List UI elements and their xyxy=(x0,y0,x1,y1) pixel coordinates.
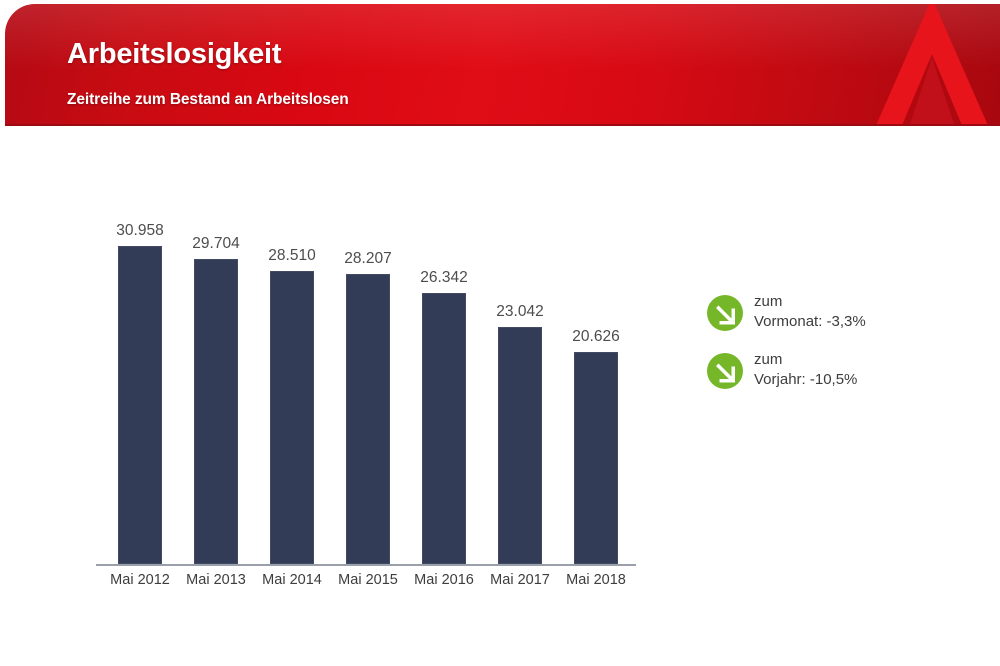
indicator-vormonat: zum Vormonat: -3,3% xyxy=(706,292,986,350)
bar-value-label: 30.958 xyxy=(116,222,164,239)
header-banner: Arbeitslosigkeit Zeitreihe zum Bestand a… xyxy=(5,4,1000,126)
indicator-vormonat-line2: Vormonat: -3,3% xyxy=(754,313,866,330)
bar-mai-2017 xyxy=(498,327,542,564)
indicator-vormonat-line1: zum xyxy=(754,293,783,310)
x-axis-tick-label: Mai 2015 xyxy=(338,572,398,588)
bar-mai-2018 xyxy=(574,352,618,564)
bar-value-label: 26.342 xyxy=(420,269,468,286)
x-axis-tick-label: Mai 2018 xyxy=(566,572,626,588)
page-title: Arbeitslosigkeit xyxy=(67,38,282,70)
x-axis-tick-label: Mai 2014 xyxy=(262,572,322,588)
indicator-vormonat-text: zum Vormonat: -3,3% xyxy=(754,292,866,332)
bar-mai-2013 xyxy=(194,259,238,564)
bar-mai-2012 xyxy=(118,246,162,564)
bar-value-label: 23.042 xyxy=(496,303,544,320)
change-indicators: zum Vormonat: -3,3% zum Vorjahr: -10,5% xyxy=(706,292,986,408)
bar-mai-2016 xyxy=(422,293,466,564)
indicator-vorjahr-line1: zum xyxy=(754,351,783,368)
indicator-vorjahr: zum Vorjahr: -10,5% xyxy=(706,350,986,408)
bar-mai-2015 xyxy=(346,274,390,564)
indicator-vorjahr-line2: Vorjahr: -10,5% xyxy=(754,371,858,388)
ba-logo-a-icon xyxy=(876,4,988,124)
bar-value-label: 28.510 xyxy=(268,247,316,264)
bar-value-label: 20.626 xyxy=(572,328,620,345)
bar-value-label: 29.704 xyxy=(192,235,240,252)
chart-plot-area: 30.958 Mai 2012 29.704 Mai 2013 28.510 Mai 20… xyxy=(96,126,636,588)
chart-baseline xyxy=(96,564,636,566)
x-axis-tick-label: Mai 2013 xyxy=(186,572,246,588)
arrow-down-right-circle-icon xyxy=(707,295,743,331)
page-subtitle: Zeitreihe zum Bestand an Arbeitslosen xyxy=(67,91,349,108)
bar-chart: 30.958 Mai 2012 29.704 Mai 2013 28.510 Mai 20… xyxy=(0,126,660,606)
arrow-down-right-circle-icon xyxy=(707,353,743,389)
x-axis-tick-label: Mai 2012 xyxy=(110,572,170,588)
bar-mai-2014 xyxy=(270,271,314,564)
x-axis-tick-label: Mai 2017 xyxy=(490,572,550,588)
x-axis-tick-label: Mai 2016 xyxy=(414,572,474,588)
bar-value-label: 28.207 xyxy=(344,250,392,267)
indicator-vorjahr-text: zum Vorjahr: -10,5% xyxy=(754,350,857,390)
